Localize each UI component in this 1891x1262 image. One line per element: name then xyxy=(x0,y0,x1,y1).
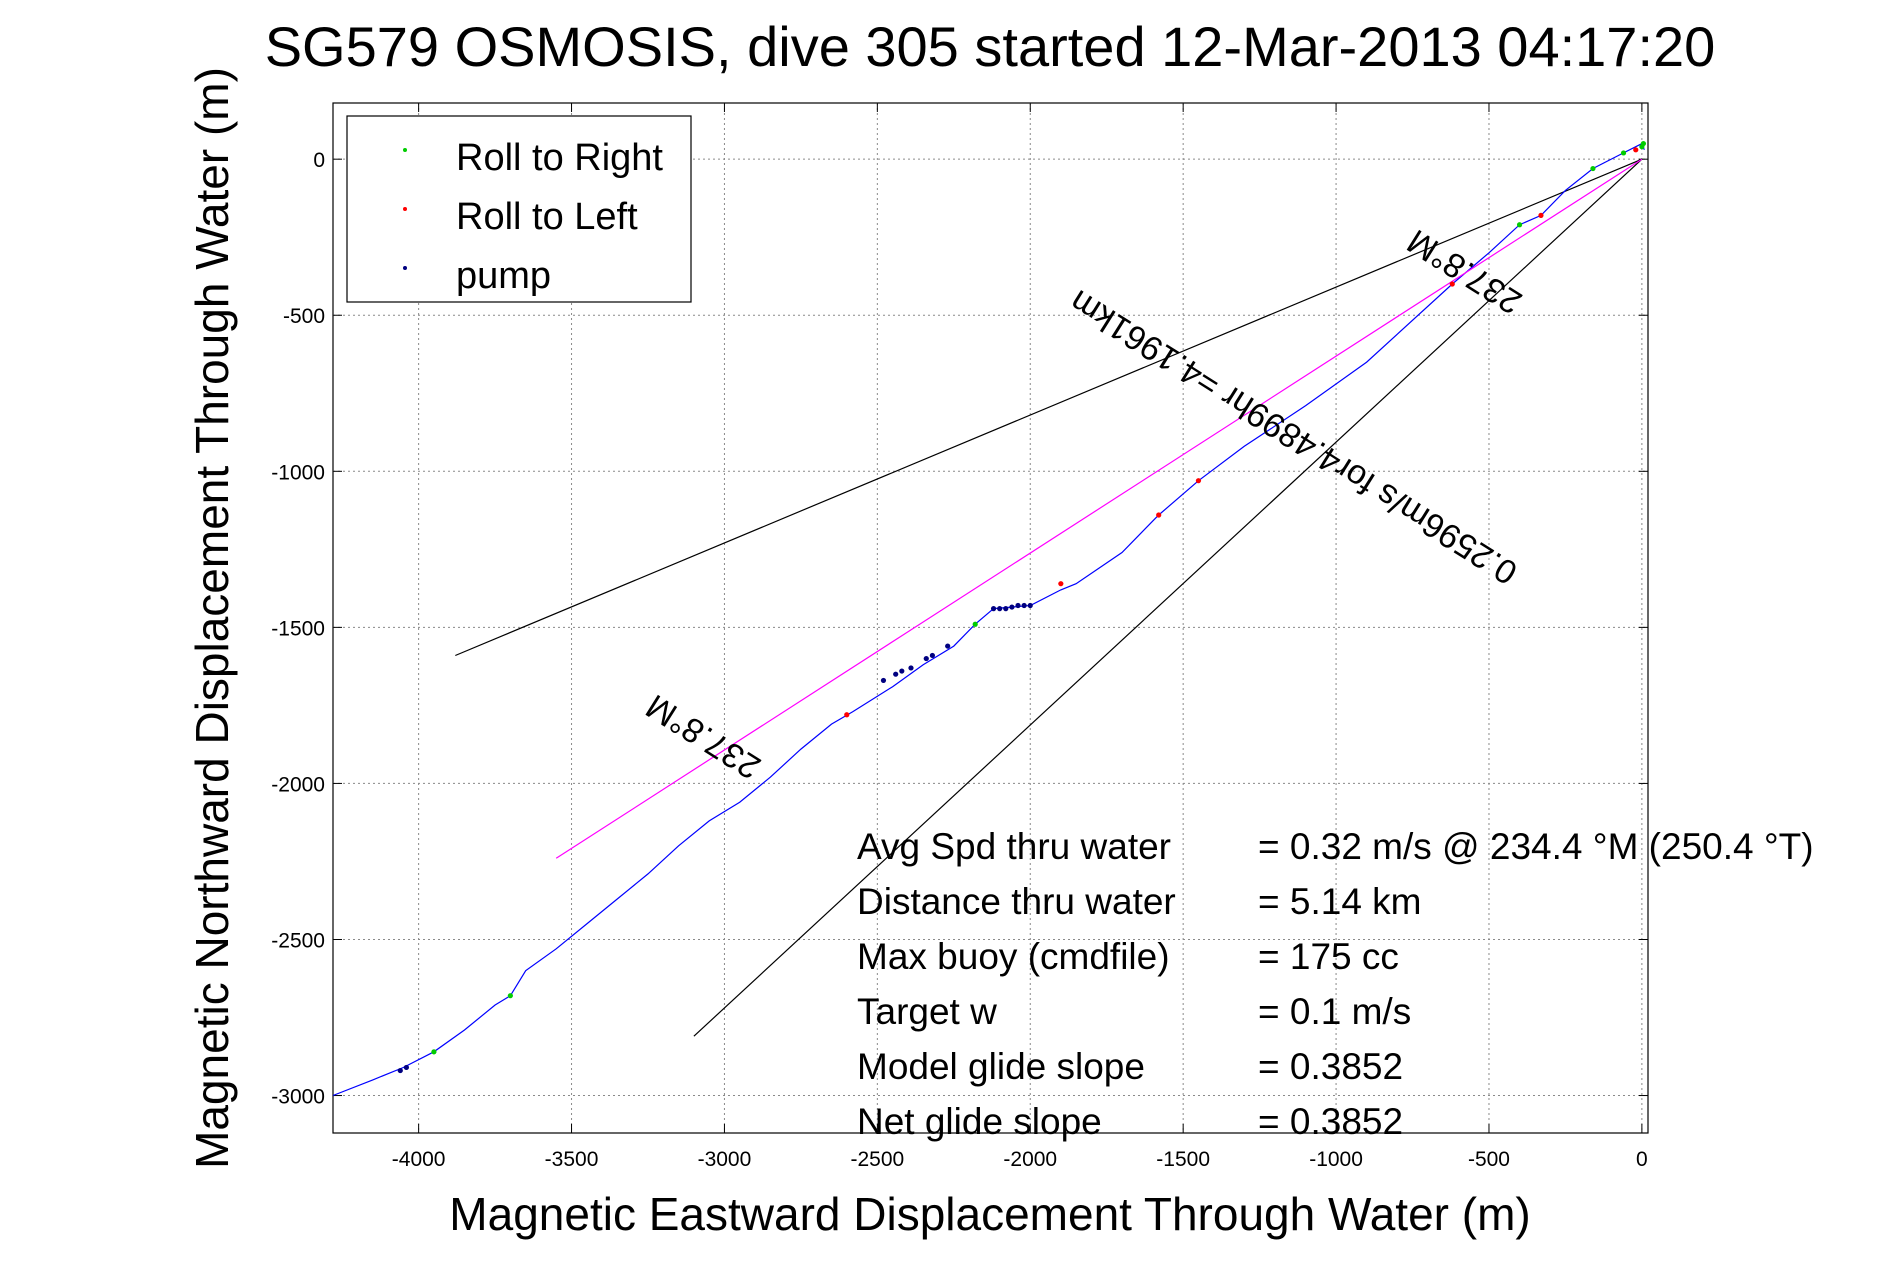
stat-label-net-glide: Net glide slope xyxy=(857,1101,1102,1142)
y-tick-label: 0 xyxy=(313,149,325,172)
pump-marker xyxy=(1027,602,1033,609)
roll-left-marker xyxy=(1449,281,1455,287)
stat-label-max-buoy: Max buoy (cmdfile) xyxy=(857,936,1170,977)
legend-marker-pump xyxy=(403,266,407,270)
stat-value-model-glide: = 0.3852 xyxy=(1258,1046,1403,1087)
reference-lines xyxy=(455,158,1643,1037)
roll-right-marker xyxy=(507,993,513,999)
stat-value-target-w: = 0.1 m/s xyxy=(1258,991,1411,1032)
roll-right-marker xyxy=(1640,140,1647,147)
pump-marker xyxy=(397,1067,403,1074)
pump-marker xyxy=(945,643,951,649)
x-tick-label: 0 xyxy=(1636,1148,1648,1171)
roll-left-marker xyxy=(1633,147,1639,153)
stat-value-avg-speed: = 0.32 m/s @ 234.4 °M (250.4 °T) xyxy=(1258,826,1814,867)
roll-left-marker xyxy=(1058,581,1064,587)
legend-label-roll-left: Roll to Left xyxy=(456,196,638,238)
stat-value-max-buoy: = 175 cc xyxy=(1258,936,1399,977)
pump-marker xyxy=(880,677,887,684)
pump-marker xyxy=(929,652,935,659)
pump-marker xyxy=(1015,602,1021,609)
legend-marker-roll-left xyxy=(403,207,407,211)
event-markers xyxy=(397,140,1647,1074)
x-tick-label: -1000 xyxy=(1309,1148,1363,1171)
y-tick-label: -1000 xyxy=(271,461,325,484)
stat-label-target-w: Target w xyxy=(857,991,997,1032)
stat-value-net-glide: = 0.3852 xyxy=(1258,1101,1403,1142)
series-line-heading xyxy=(555,158,1643,859)
legend-label-roll-right: Roll to Right xyxy=(456,137,663,179)
y-tick-label: -3000 xyxy=(271,1086,325,1109)
x-tick-label: -2000 xyxy=(1003,1148,1057,1171)
roll-left-marker xyxy=(1538,212,1544,218)
pump-marker xyxy=(990,606,997,612)
pump-marker xyxy=(908,665,914,671)
y-tick-label: -1500 xyxy=(271,617,325,640)
roll-right-marker xyxy=(1620,150,1627,156)
pump-marker xyxy=(899,668,905,674)
x-axis-label: Magnetic Eastward Displacement Through W… xyxy=(449,1188,1530,1240)
roll-left-marker xyxy=(1195,478,1202,484)
x-tick-label: -2500 xyxy=(850,1148,904,1171)
chart-title: SG579 OSMOSIS, dive 305 started 12-Mar-2… xyxy=(265,15,1716,78)
x-tick-label: -1500 xyxy=(1156,1148,1210,1171)
legend: Roll to Right Roll to Left pump xyxy=(346,115,692,303)
y-tick-label: -500 xyxy=(283,305,325,328)
legend-label-pump: pump xyxy=(456,255,551,297)
pump-marker xyxy=(1021,602,1027,609)
roll-right-marker xyxy=(1590,165,1596,172)
y-tick-label: -2000 xyxy=(271,773,325,796)
y-tick-label: -2500 xyxy=(271,929,325,952)
legend-marker-roll-right xyxy=(403,148,407,152)
stat-label-distance: Distance thru water xyxy=(857,881,1176,922)
pump-marker xyxy=(923,655,929,662)
y-axis-ticks: -3000 -2500 -2000 -1500 -1000 -500 0 xyxy=(271,149,1648,1109)
roll-left-marker xyxy=(844,712,850,718)
pump-marker xyxy=(1009,604,1015,610)
x-tick-label: -3500 xyxy=(545,1148,599,1171)
stat-value-distance: = 5.14 km xyxy=(1258,881,1422,922)
x-tick-label: -4000 xyxy=(392,1148,446,1171)
x-axis-ticks: -4000 -3500 -3000 -2500 -2000 -1500 -1000 -500 0 xyxy=(392,103,1648,1171)
stat-label-avg-speed: Avg Spd thru water xyxy=(857,826,1171,867)
roll-right-marker xyxy=(972,621,978,627)
reference-line xyxy=(693,158,1643,1037)
reference-line xyxy=(455,158,1643,657)
x-tick-label: -3000 xyxy=(698,1148,752,1171)
y-axis-label: Magnetic Northward Displacement Through … xyxy=(186,67,238,1169)
x-tick-label: -500 xyxy=(1468,1148,1510,1171)
pump-marker xyxy=(893,671,899,677)
stat-label-model-glide: Model glide slope xyxy=(857,1046,1145,1087)
stats-block: Avg Spd thru water = 0.32 m/s @ 234.4 °M… xyxy=(857,826,1814,1142)
pump-marker xyxy=(1003,606,1009,612)
pump-marker xyxy=(403,1064,409,1071)
roll-right-marker xyxy=(1516,222,1523,228)
pump-marker xyxy=(997,606,1003,612)
roll-left-marker xyxy=(1156,512,1162,518)
roll-right-marker xyxy=(431,1049,437,1055)
